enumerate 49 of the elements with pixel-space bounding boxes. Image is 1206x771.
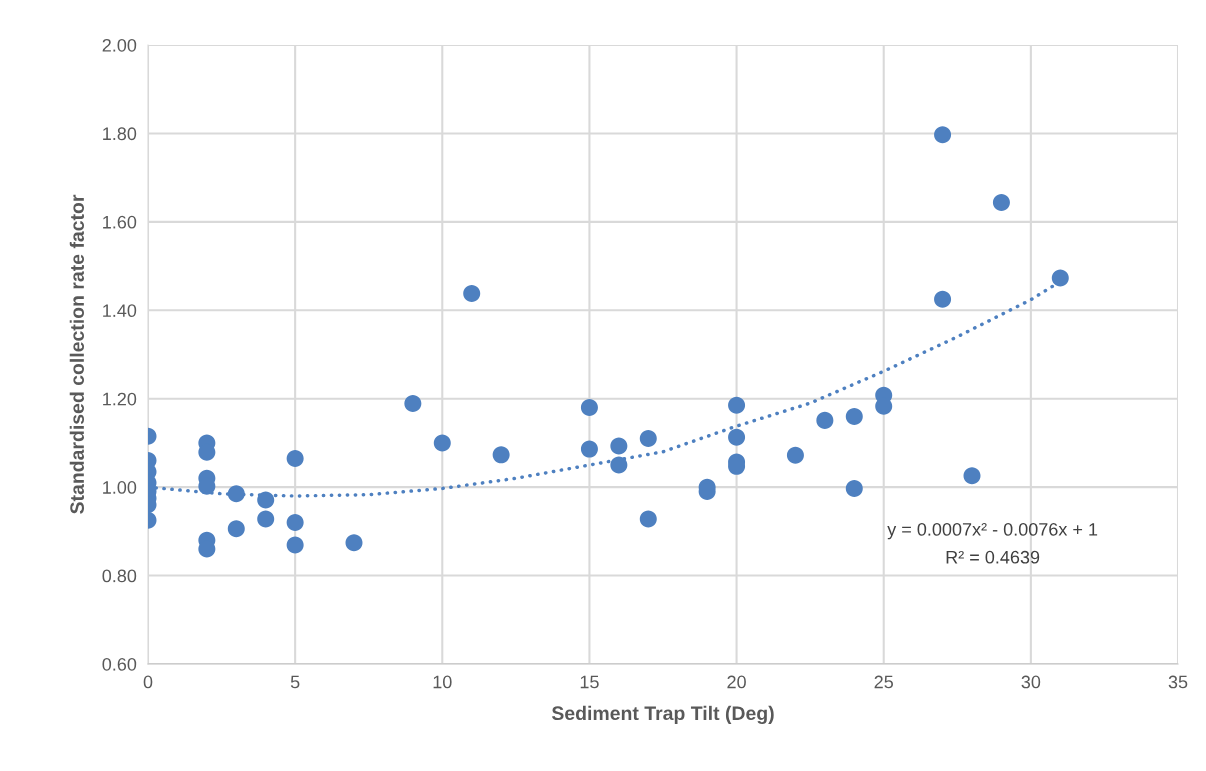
x-tick-label: 35: [1168, 675, 1188, 689]
x-tick-label: 0: [143, 675, 153, 689]
point: [816, 411, 834, 429]
point: [345, 534, 363, 552]
point: [934, 126, 952, 144]
y-tick-label: 1.40: [103, 304, 137, 318]
point: [1051, 269, 1069, 287]
point: [286, 536, 304, 554]
y-tick-label: 1.60: [103, 215, 137, 229]
y-tick-label: 1.80: [103, 127, 137, 141]
point: [610, 456, 628, 474]
point: [404, 395, 422, 413]
point: [492, 446, 510, 464]
point: [845, 407, 863, 425]
x-axis-title: Sediment Trap Tilt (Deg): [551, 705, 774, 725]
point: [286, 449, 304, 467]
point: [433, 434, 451, 452]
point: [463, 284, 481, 302]
y-tick-label: 0.80: [102, 569, 137, 583]
x-tick-label: 20: [727, 675, 746, 689]
y-axis-title: Standardised collection rate factor: [69, 194, 85, 514]
point: [580, 399, 598, 417]
y-tick-label: 0.60: [102, 657, 137, 671]
x-tick-label: 25: [874, 675, 893, 689]
x-tick-label: 10: [433, 675, 452, 689]
annotation: y = 0.0007x² - 0.0076x + 1: [887, 522, 1098, 540]
x-tick-label: 15: [580, 675, 599, 689]
point: [286, 514, 304, 532]
annotation: R² = 0.4639: [946, 550, 1040, 564]
y-tick-label: 1.00: [103, 481, 137, 494]
point: [786, 446, 804, 464]
point: [728, 428, 746, 446]
x-tick-label: 30: [1021, 675, 1041, 689]
point: [845, 479, 863, 497]
point: [227, 520, 245, 538]
point: [227, 485, 245, 503]
x-tick-label: 5: [290, 675, 300, 689]
point: [963, 467, 981, 485]
point: [610, 437, 628, 455]
point: [257, 510, 275, 528]
y-tick-label: 2.00: [102, 38, 137, 52]
point: [639, 510, 657, 528]
point: [728, 396, 746, 414]
point: [934, 290, 952, 308]
point: [580, 440, 598, 458]
point: [639, 430, 657, 448]
y-tick-label: 1.20: [103, 392, 137, 406]
point: [992, 193, 1010, 211]
point: [257, 491, 275, 509]
